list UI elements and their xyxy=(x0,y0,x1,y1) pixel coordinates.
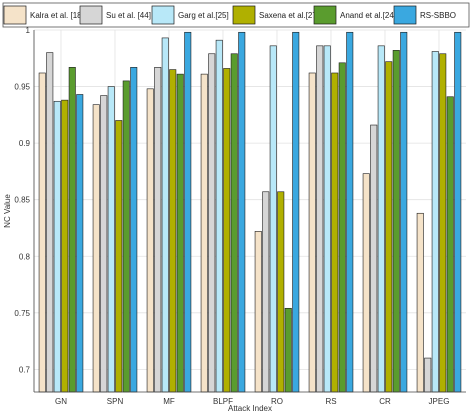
y-tick-label: 0.85 xyxy=(14,196,30,205)
legend-label: Garg et al.[25] xyxy=(178,11,229,20)
bar xyxy=(331,72,339,393)
bar xyxy=(76,94,84,393)
legend-label: RS-SBBO xyxy=(420,11,456,20)
bar xyxy=(439,53,447,393)
bar xyxy=(169,69,177,393)
bar xyxy=(161,37,169,393)
bar xyxy=(208,53,216,393)
bar xyxy=(46,52,54,393)
x-tick-label: RO xyxy=(271,397,283,406)
y-tick-label: 0.8 xyxy=(19,252,31,261)
legend-swatch xyxy=(232,5,256,25)
bar xyxy=(176,73,184,393)
bar xyxy=(431,51,439,393)
legend-swatch xyxy=(313,5,337,25)
x-tick-label: JPEG xyxy=(429,397,450,406)
y-tick-label: 0.7 xyxy=(19,365,31,374)
axes: 0.7 0.75 0.8 0.85 0.9 0.95 1 GN SPN MF BLPF RO RS CR J… xyxy=(14,26,466,406)
legend-label: Anand et al.[24] xyxy=(340,11,396,20)
bar xyxy=(154,67,162,393)
y-tick-label: 0.9 xyxy=(19,139,31,148)
bar xyxy=(223,68,231,393)
bar xyxy=(122,80,130,393)
bar xyxy=(292,31,300,393)
legend-label: Su et al. [44] xyxy=(106,11,151,20)
legend: Kalra et al. [18] Su et al. [44] Garg et a… xyxy=(2,2,470,28)
x-tick-label: MF xyxy=(163,397,175,406)
y-tick-label: 0.75 xyxy=(14,309,30,318)
x-tick-label: BLPF xyxy=(213,397,233,406)
x-tick-label: SPN xyxy=(107,397,124,406)
x-tick-label: GN xyxy=(55,397,67,406)
bar xyxy=(346,31,354,393)
bar xyxy=(38,72,46,393)
x-axis-label: Attack Index xyxy=(228,404,272,413)
bar xyxy=(115,120,123,393)
bar xyxy=(338,62,346,393)
bar xyxy=(385,61,393,393)
bar xyxy=(277,191,285,393)
legend-label: Saxena et al.[27] xyxy=(259,11,319,20)
bar xyxy=(215,39,223,393)
bar xyxy=(416,212,424,393)
bar xyxy=(254,231,262,393)
bar xyxy=(269,45,277,393)
bar xyxy=(323,45,331,393)
bar xyxy=(400,31,408,393)
legend-swatch xyxy=(393,5,417,25)
x-tick-label: RS xyxy=(325,397,336,406)
x-tick-label: CR xyxy=(379,397,391,406)
bar xyxy=(107,86,115,393)
bar xyxy=(370,124,378,393)
legend-swatch xyxy=(151,5,175,25)
legend-swatch xyxy=(79,5,103,25)
bar xyxy=(308,72,316,393)
bar xyxy=(424,357,432,393)
y-tick-label: 0.95 xyxy=(14,83,30,92)
bar xyxy=(392,50,400,393)
y-axis-label: NC Value xyxy=(3,194,12,228)
bar xyxy=(184,31,192,393)
legend-label: Kalra et al. [18] xyxy=(30,11,84,20)
bar xyxy=(454,31,462,393)
bar xyxy=(130,67,138,393)
bar xyxy=(284,307,292,393)
bar xyxy=(61,99,69,393)
bar xyxy=(262,191,270,393)
bar xyxy=(362,173,370,393)
bar xyxy=(377,45,385,393)
bar xyxy=(238,31,246,393)
bar xyxy=(100,95,108,393)
bar xyxy=(146,88,154,393)
bar xyxy=(200,73,208,393)
bar xyxy=(230,53,238,393)
y-tick-label: 1 xyxy=(26,26,31,35)
bar xyxy=(53,100,61,393)
legend-swatch xyxy=(3,5,27,25)
bar xyxy=(92,104,100,393)
bar xyxy=(316,45,324,393)
bar xyxy=(446,96,454,393)
bar xyxy=(68,67,76,393)
